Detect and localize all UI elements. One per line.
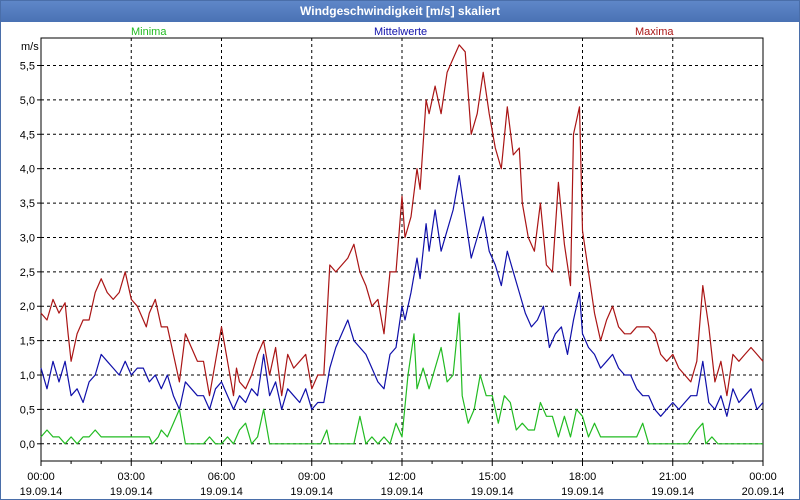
x-tick-date: 19.09.14 bbox=[651, 486, 694, 498]
x-tick-time: 03:00 bbox=[117, 471, 145, 483]
series-line-minima bbox=[40, 312, 763, 445]
x-tick-time: 00:00 bbox=[27, 471, 55, 483]
grid bbox=[41, 38, 763, 461]
legend-mittelwerte: Mittelwerte bbox=[374, 26, 428, 38]
x-tick-date: 20.09.14 bbox=[742, 486, 785, 498]
series-group bbox=[40, 44, 764, 445]
x-tick-time: 15:00 bbox=[478, 471, 506, 483]
y-tick-label: 0,0 bbox=[20, 439, 35, 451]
y-tick-label: 0,5 bbox=[20, 404, 35, 416]
legend-minima: Minima bbox=[131, 26, 167, 38]
x-tick-date: 19.09.14 bbox=[561, 486, 604, 498]
plot-frame bbox=[40, 37, 764, 462]
x-tick-date: 19.09.14 bbox=[290, 486, 333, 498]
y-tick-label: 4,0 bbox=[20, 164, 35, 176]
window-title: Windgeschwindigkeit [m/s] skaliert bbox=[1, 1, 799, 22]
x-tick-date: 19.09.14 bbox=[110, 486, 153, 498]
x-tick-time: 00:00 bbox=[749, 471, 777, 483]
y-axis-label: m/s bbox=[21, 41, 39, 53]
legend-maxima: Maxima bbox=[635, 26, 674, 38]
x-tick-time: 09:00 bbox=[298, 471, 326, 483]
x-tick-time: 06:00 bbox=[208, 471, 236, 483]
y-tick-label: 5,5 bbox=[20, 61, 35, 73]
y-tick-label: 2,5 bbox=[20, 267, 35, 279]
y-tick-label: 3,0 bbox=[20, 232, 35, 244]
x-tick-date: 19.09.14 bbox=[20, 486, 63, 498]
y-tick-label: 3,5 bbox=[20, 198, 35, 210]
series-line-mittelwerte bbox=[40, 175, 764, 417]
x-tick-time: 18:00 bbox=[569, 471, 597, 483]
x-tick-time: 12:00 bbox=[388, 471, 416, 483]
x-tick-time: 21:00 bbox=[659, 471, 687, 483]
axes bbox=[37, 37, 764, 466]
x-tick-date: 19.09.14 bbox=[471, 486, 514, 498]
x-tick-date: 19.09.14 bbox=[381, 486, 424, 498]
tick-labels: 0,0 0,5 1,0 1,5 2,0 2,5 3,0 3,5 4,0 4,5 5,0 5,5 00:0… bbox=[20, 61, 785, 498]
y-tick-label: 2,0 bbox=[20, 301, 35, 313]
y-tick-label: 1,5 bbox=[20, 336, 35, 348]
series-line-maxima bbox=[40, 44, 764, 397]
x-tick-date: 19.09.14 bbox=[200, 486, 243, 498]
y-tick-label: 5,0 bbox=[20, 95, 35, 107]
y-tick-label: 4,5 bbox=[20, 129, 35, 141]
y-tick-label: 1,0 bbox=[20, 370, 35, 382]
